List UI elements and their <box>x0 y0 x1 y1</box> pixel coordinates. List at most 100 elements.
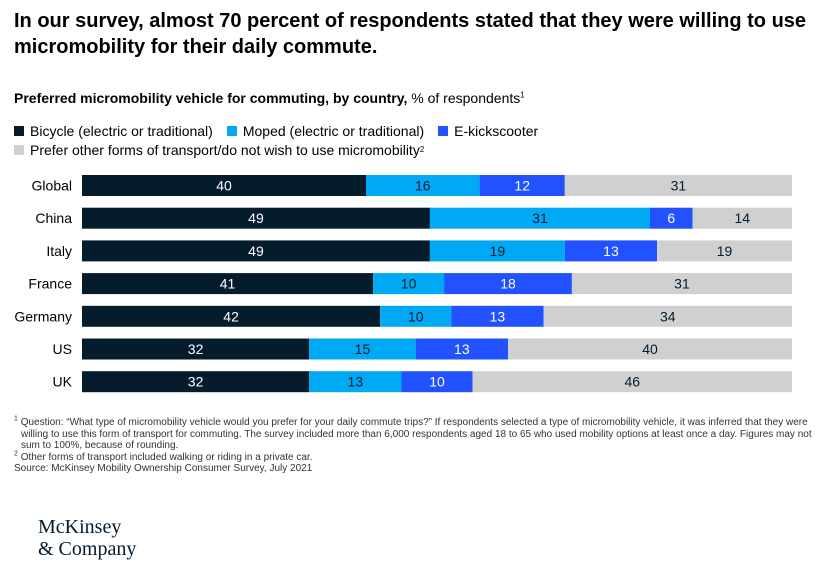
legend-swatch-ekickscooter <box>438 125 449 136</box>
data-label-france-moped-electric-or-traditional: 10 <box>401 276 417 292</box>
bar-segment-france-e-kickscooter <box>444 273 572 295</box>
legend-item-ekickscooter: E-kickscooter <box>438 123 538 139</box>
bar-segment-italy-bicycle-electric-or-traditional <box>82 240 430 262</box>
bar-segment-china-prefer-other-forms-of-transport-do-not-wish-to-use-micromobility <box>692 207 792 229</box>
footnote-1-mark: 1 <box>14 415 18 423</box>
category-label-china: China <box>35 210 72 226</box>
headline: In our survey, almost 70 percent of resp… <box>14 10 807 58</box>
data-label-uk-prefer-other-forms-of-transport-do-not-wish-to-use-micromobility: 46 <box>624 374 640 390</box>
data-label-global-bicycle-electric-or-traditional: 40 <box>216 178 232 194</box>
bar-segment-germany-bicycle-electric-or-traditional <box>82 305 381 327</box>
mckinsey-logo: McKinsey & Company <box>38 516 136 560</box>
subtitle-unit: % of respondents <box>407 90 521 106</box>
category-label-global: Global <box>32 178 72 194</box>
footnote-1: 1 Question: “What type of micromobility … <box>14 415 814 452</box>
bar-segment-germany-prefer-other-forms-of-transport-do-not-wish-to-use-micromobility <box>543 305 792 327</box>
data-label-germany-prefer-other-forms-of-transport-do-not-wish-to-use-micromobility: 34 <box>660 308 676 324</box>
data-label-us-prefer-other-forms-of-transport-do-not-wish-to-use-micromobility: 40 <box>642 341 658 357</box>
bar-segment-us-e-kickscooter <box>415 338 508 360</box>
data-label-global-moped-electric-or-traditional: 16 <box>415 178 431 194</box>
bar-row-germany: Germany 42 10 13 34 <box>14 305 792 327</box>
legend-swatch-bicycle <box>14 125 24 136</box>
data-label-france-prefer-other-forms-of-transport-do-not-wish-to-use-micromobility: 31 <box>674 276 690 292</box>
legend-item-other: Prefer other forms of transport/do not w… <box>14 142 424 158</box>
bar-segment-us-moped-electric-or-traditional <box>309 338 416 360</box>
footnote-2-mark: 2 <box>14 450 18 458</box>
bar-segment-uk-e-kickscooter <box>401 371 473 393</box>
bar-segment-france-prefer-other-forms-of-transport-do-not-wish-to-use-micromobility <box>571 273 792 295</box>
data-label-france-bicycle-electric-or-traditional: 41 <box>220 276 236 292</box>
bar-segment-global-moped-electric-or-traditional <box>366 175 480 196</box>
category-label-france: France <box>28 276 72 292</box>
bar-segment-china-bicycle-electric-or-traditional <box>82 207 430 229</box>
legend: Bicycle (electric or traditional) Moped … <box>14 121 814 159</box>
legend-swatch-other <box>14 144 24 155</box>
data-label-us-e-kickscooter: 13 <box>454 341 470 357</box>
bar-segment-uk-prefer-other-forms-of-transport-do-not-wish-to-use-micromobility <box>472 371 792 393</box>
logo-line-1: McKinsey <box>38 516 122 538</box>
bar-segment-us-prefer-other-forms-of-transport-do-not-wish-to-use-micromobility <box>508 338 792 360</box>
footnote-2: 2 Other forms of transport included walk… <box>14 450 814 464</box>
data-label-uk-moped-electric-or-traditional: 13 <box>348 374 364 390</box>
legend-item-bicycle: Bicycle (electric or traditional) <box>14 123 213 139</box>
legend-item-moped: Moped (electric or traditional) <box>226 122 425 139</box>
bar-segment-france-moped-electric-or-traditional <box>373 273 445 295</box>
bar-segment-global-bicycle-electric-or-traditional <box>82 175 366 196</box>
data-label-italy-e-kickscooter: 13 <box>603 243 619 259</box>
data-label-global-e-kickscooter: 12 <box>514 178 530 194</box>
bar-row-italy: Italy 49 19 13 19 <box>46 240 792 262</box>
bar-segment-china-e-kickscooter <box>650 207 693 229</box>
bar-segment-france-bicycle-electric-or-traditional <box>82 273 374 295</box>
bar-segment-china-moped-electric-or-traditional <box>429 207 650 229</box>
bar-segment-germany-e-kickscooter <box>451 305 544 327</box>
bar-segment-uk-moped-electric-or-traditional <box>309 371 402 393</box>
data-label-us-moped-electric-or-traditional: 15 <box>355 341 371 357</box>
data-label-global-prefer-other-forms-of-transport-do-not-wish-to-use-micromobility: 31 <box>671 178 687 194</box>
bar-row-global: Global 40 16 12 31 <box>32 175 792 196</box>
legend-row-2: Prefer other forms of transport/do not w… <box>14 140 814 159</box>
data-label-germany-moped-electric-or-traditional: 10 <box>408 308 424 324</box>
category-label-italy: Italy <box>46 243 72 259</box>
bar-segment-italy-e-kickscooter <box>564 240 658 262</box>
bar-row-us: US 32 15 13 40 <box>53 338 792 360</box>
data-label-italy-bicycle-electric-or-traditional: 49 <box>248 243 264 259</box>
subtitle-note-mark: 1 <box>520 90 525 100</box>
data-label-france-e-kickscooter: 18 <box>500 276 516 292</box>
data-label-italy-prefer-other-forms-of-transport-do-not-wish-to-use-micromobility: 19 <box>717 243 733 259</box>
bar-segment-global-e-kickscooter <box>479 175 565 196</box>
data-label-china-e-kickscooter: 6 <box>667 210 675 226</box>
footnote-2-text: Other forms of transport included walkin… <box>20 451 313 463</box>
legend-row-1: Bicycle (electric or traditional) Moped … <box>14 121 814 140</box>
data-label-china-moped-electric-or-traditional: 31 <box>532 210 548 226</box>
bar-segment-global-prefer-other-forms-of-transport-do-not-wish-to-use-micromobility <box>564 175 792 196</box>
legend-swatch-moped <box>226 125 237 136</box>
legend-label-bicycle: Bicycle (electric or traditional) <box>30 122 213 139</box>
category-label-germany: Germany <box>14 308 72 324</box>
legend-label-other: Prefer other forms of transport/do not w… <box>30 141 420 158</box>
legend-label-ekickscooter: E-kickscooter <box>454 122 539 139</box>
legend-label-moped: Moped (electric or traditional) <box>242 122 425 139</box>
bar-segment-germany-moped-electric-or-traditional <box>380 305 452 327</box>
bar-row-france: France 41 10 18 31 <box>28 273 792 295</box>
bar-segment-italy-prefer-other-forms-of-transport-do-not-wish-to-use-micromobility <box>657 240 792 262</box>
data-label-china-prefer-other-forms-of-transport-do-not-wish-to-use-micromobility: 14 <box>735 210 751 226</box>
data-label-china-bicycle-electric-or-traditional: 49 <box>248 210 264 226</box>
bar-segment-italy-moped-electric-or-traditional <box>429 240 565 262</box>
bar-row-uk: UK 32 13 10 46 <box>53 371 792 393</box>
source-note: Source: McKinsey Mobility Ownership Cons… <box>14 463 814 475</box>
subtitle-bold: Preferred micromobility vehicle for comm… <box>14 90 408 106</box>
data-label-uk-bicycle-electric-or-traditional: 32 <box>188 374 204 390</box>
data-label-uk-e-kickscooter: 10 <box>429 374 445 390</box>
category-label-us: US <box>53 341 72 357</box>
logo-line-2: & Company <box>38 538 137 560</box>
chart-subtitle: Preferred micromobility vehicle for comm… <box>14 90 525 106</box>
bar-segment-us-bicycle-electric-or-traditional <box>82 338 310 360</box>
bar-segment-uk-bicycle-electric-or-traditional <box>82 371 310 393</box>
bar-row-china: China 49 31 6 14 <box>35 207 792 229</box>
data-label-germany-bicycle-electric-or-traditional: 42 <box>223 308 239 324</box>
data-label-us-bicycle-electric-or-traditional: 32 <box>188 341 204 357</box>
category-label-uk: UK <box>53 374 73 390</box>
data-label-italy-moped-electric-or-traditional: 19 <box>490 243 506 259</box>
footnotes: 1 Question: “What type of micromobility … <box>14 415 814 475</box>
